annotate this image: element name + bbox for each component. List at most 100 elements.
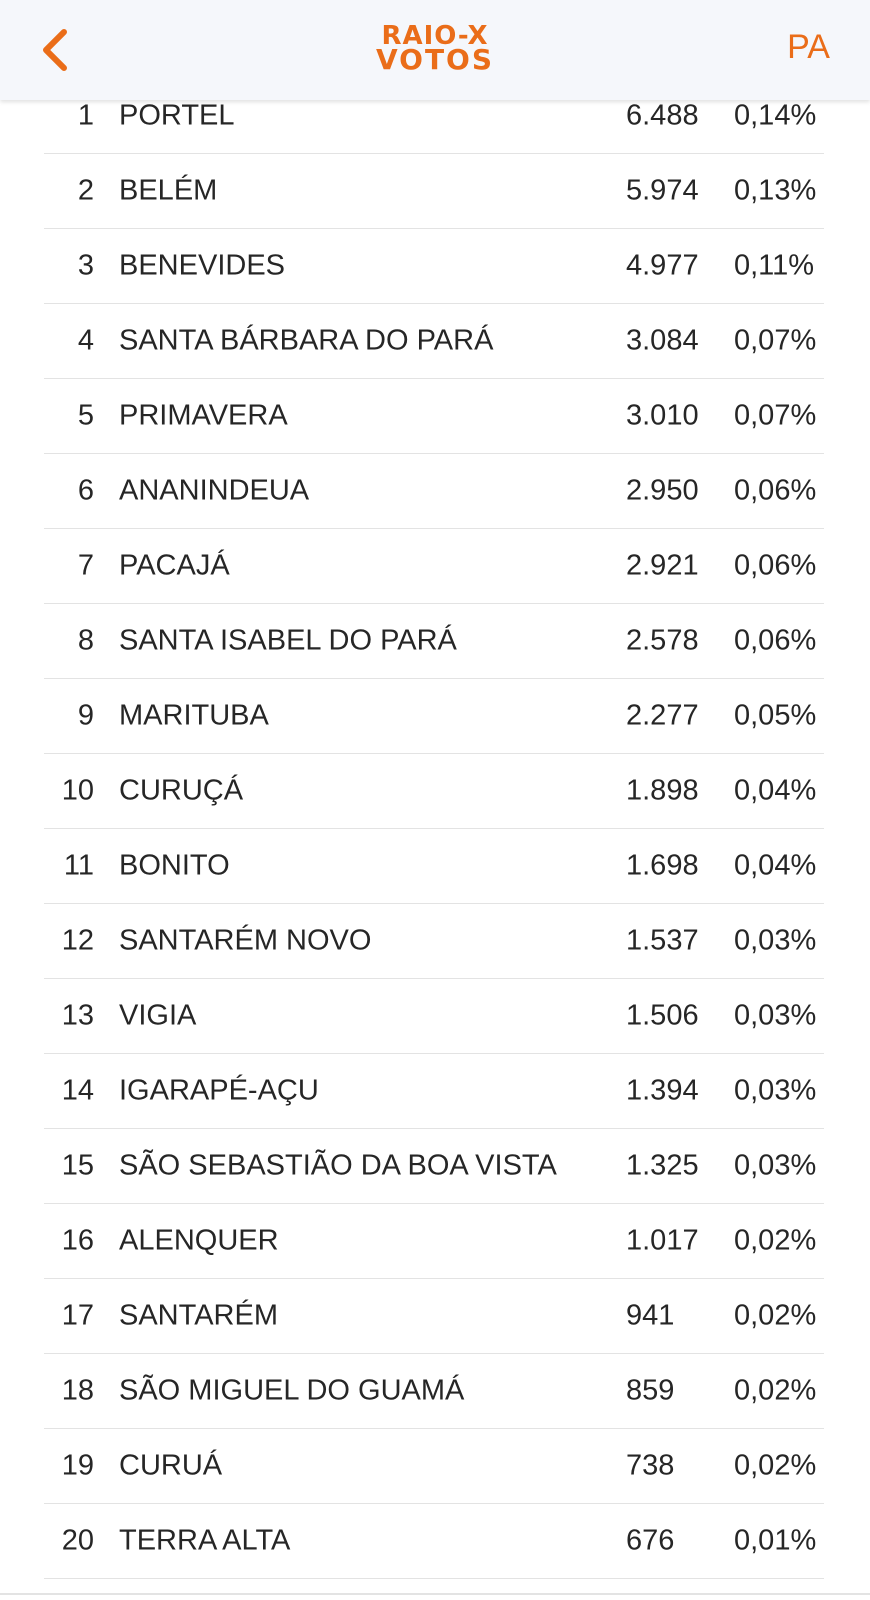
vote-percentage: 0,13%: [734, 174, 817, 207]
vote-percentage: 0,03%: [734, 924, 817, 957]
list-item[interactable]: 17 SANTARÉM 941 0,02%: [44, 1279, 824, 1354]
list-item[interactable]: 8 SANTA ISABEL DO PARÁ 2.578 0,06%: [44, 604, 824, 679]
city-name: BELÉM: [119, 174, 218, 207]
state-selector[interactable]: PA: [787, 28, 830, 66]
rank: 19: [61, 1449, 94, 1482]
vote-count: 1.537: [626, 924, 699, 957]
vote-percentage: 0,02%: [734, 1224, 817, 1257]
city-name: SÃO SEBASTIÃO DA BOA VISTA: [119, 1149, 557, 1182]
vote-count: 676: [626, 1524, 675, 1557]
vote-count: 2.950: [626, 474, 699, 507]
list-item[interactable]: 4 SANTA BÁRBARA DO PARÁ 3.084 0,07%: [44, 304, 824, 379]
vote-percentage: 0,04%: [734, 849, 817, 882]
city-name: CURUÇÁ: [119, 774, 244, 807]
rank: 14: [61, 1074, 94, 1107]
list-item[interactable]: 18 SÃO MIGUEL DO GUAMÁ 859 0,02%: [44, 1354, 824, 1429]
city-name: MARITUBA: [119, 699, 269, 732]
list-item[interactable]: 2 BELÉM 5.974 0,13%: [44, 154, 824, 229]
rank: 7: [77, 549, 94, 582]
city-name: PORTEL: [119, 99, 235, 132]
vote-count: 5.974: [626, 174, 699, 207]
vote-count: 4.977: [626, 249, 699, 282]
rank: 17: [61, 1299, 94, 1332]
list-item[interactable]: 15 SÃO SEBASTIÃO DA BOA VISTA 1.325 0,03%: [44, 1129, 824, 1204]
list-item[interactable]: 10 CURUÇÁ 1.898 0,04%: [44, 754, 824, 829]
vote-count: 1.506: [626, 999, 699, 1032]
city-name: SANTA ISABEL DO PARÁ: [119, 624, 457, 657]
rank: 8: [77, 624, 94, 657]
rank: 3: [77, 249, 94, 282]
vote-count: 941: [626, 1299, 675, 1332]
list-item[interactable]: 11 BONITO 1.698 0,04%: [44, 829, 824, 904]
list-item[interactable]: 1 PORTEL 6.488 0,14%: [44, 79, 824, 154]
city-name: ANANINDEUA: [119, 474, 310, 507]
city-name: BONITO: [119, 849, 230, 882]
vote-count: 1.698: [626, 849, 699, 882]
vote-percentage: 0,03%: [734, 1149, 817, 1182]
app-header: RAIO-X VOTOS PA: [0, 0, 870, 100]
city-name: SANTA BÁRBARA DO PARÁ: [119, 324, 494, 357]
vote-percentage: 0,04%: [734, 774, 817, 807]
city-name: TERRA ALTA: [119, 1524, 291, 1557]
vote-count: 2.578: [626, 624, 699, 657]
vote-count: 1.394: [626, 1074, 699, 1107]
app-logo: RAIO-X VOTOS: [355, 21, 515, 76]
logo-line-2: VOTOS: [375, 43, 495, 76]
vote-percentage: 0,01%: [734, 1524, 817, 1557]
vote-count: 3.084: [626, 324, 699, 357]
list-item[interactable]: 19 CURUÁ 738 0,02%: [44, 1429, 824, 1504]
vote-percentage: 0,11%: [734, 249, 815, 282]
city-name: SANTARÉM NOVO: [119, 924, 372, 957]
vote-count: 3.010: [626, 399, 699, 432]
rank: 18: [61, 1374, 94, 1407]
vote-percentage: 0,07%: [734, 324, 817, 357]
vote-count: 2.277: [626, 699, 699, 732]
list-item[interactable]: 14 IGARAPÉ-AÇU 1.394 0,03%: [44, 1054, 824, 1129]
list-item[interactable]: 6 ANANINDEUA 2.950 0,06%: [44, 454, 824, 529]
list-item[interactable]: 9 MARITUBA 2.277 0,05%: [44, 679, 824, 754]
list-item[interactable]: 3 BENEVIDES 4.977 0,11%: [44, 229, 824, 304]
rank: 9: [77, 699, 94, 732]
vote-count: 2.921: [626, 549, 699, 582]
vote-count: 1.325: [626, 1149, 699, 1182]
rank: 16: [61, 1224, 94, 1257]
logo-line-1: RAIO-X: [381, 21, 489, 51]
rank: 15: [61, 1149, 94, 1182]
vote-count: 6.488: [626, 99, 699, 132]
vote-percentage: 0,14%: [734, 99, 817, 132]
rank: 6: [77, 474, 94, 507]
vote-percentage: 0,03%: [734, 1074, 817, 1107]
vote-count: 1.898: [626, 774, 699, 807]
rank: 20: [61, 1524, 94, 1557]
rank: 10: [61, 774, 94, 807]
rank: 5: [77, 399, 94, 432]
rank: 13: [61, 999, 94, 1032]
city-name: ALENQUER: [119, 1224, 279, 1257]
rank: 2: [77, 174, 94, 207]
list-item[interactable]: 7 PACAJÁ 2.921 0,06%: [44, 529, 824, 604]
back-button[interactable]: [30, 22, 86, 78]
vote-count: 1.017: [626, 1224, 699, 1257]
city-vote-list: 1 PORTEL 6.488 0,14% 2 BELÉM 5.974 0,13% 3 BENE…: [44, 79, 824, 1579]
city-name: VIGIA: [119, 999, 197, 1032]
city-name: BENEVIDES: [119, 249, 285, 282]
city-name: IGARAPÉ-AÇU: [119, 1074, 319, 1107]
rank: 4: [77, 324, 94, 357]
city-name: PACAJÁ: [119, 549, 230, 582]
vote-count: 738: [626, 1449, 675, 1482]
city-name: CURUÁ: [119, 1449, 223, 1482]
vote-percentage: 0,02%: [734, 1449, 817, 1482]
city-name: PRIMAVERA: [119, 399, 288, 432]
chevron-left-icon: [43, 29, 67, 71]
list-item[interactable]: 12 SANTARÉM NOVO 1.537 0,03%: [44, 904, 824, 979]
rank: 1: [77, 99, 94, 132]
list-item[interactable]: 16 ALENQUER 1.017 0,02%: [44, 1204, 824, 1279]
bottom-divider: [0, 1593, 870, 1595]
vote-percentage: 0,03%: [734, 999, 817, 1032]
vote-count: 859: [626, 1374, 675, 1407]
list-item[interactable]: 13 VIGIA 1.506 0,03%: [44, 979, 824, 1054]
list-item[interactable]: 20 TERRA ALTA 676 0,01%: [44, 1504, 824, 1579]
city-name: SÃO MIGUEL DO GUAMÁ: [119, 1374, 465, 1407]
vote-percentage: 0,06%: [734, 549, 817, 582]
list-item[interactable]: 5 PRIMAVERA 3.010 0,07%: [44, 379, 824, 454]
